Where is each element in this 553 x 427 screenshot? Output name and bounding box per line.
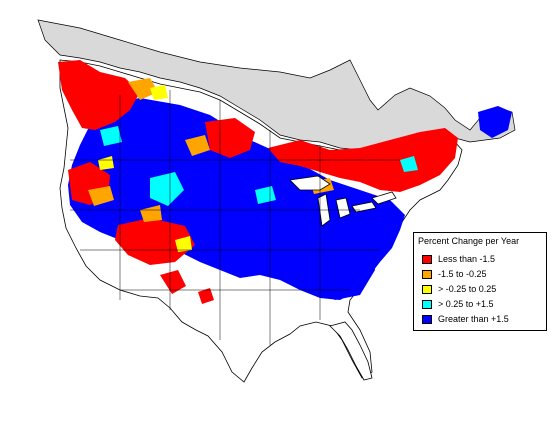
- legend-label: Less than -1.5: [438, 254, 496, 264]
- range-red-northwest: [58, 60, 140, 130]
- range-cyan-patch-3: [255, 186, 276, 204]
- legend-swatch-yellow: [422, 284, 432, 294]
- range-red-patch-1: [160, 270, 186, 294]
- legend-label: -1.5 to -0.25: [438, 269, 487, 279]
- map-legend: Percent Change per Year Less than -1.5 -…: [413, 232, 547, 331]
- legend-swatch-orange: [422, 269, 432, 279]
- legend-title: Percent Change per Year: [418, 236, 520, 246]
- legend-swatch-red: [422, 254, 432, 264]
- range-cyan-patch-2: [100, 126, 122, 146]
- legend-swatch-cyan: [422, 299, 432, 309]
- range-blue-south: [300, 232, 375, 300]
- legend-label: > -0.25 to 0.25: [438, 284, 497, 294]
- range-orange-patch-2: [185, 135, 210, 156]
- northern-no-data-region: [37, 19, 516, 153]
- range-orange-patch-1: [128, 78, 158, 100]
- range-blue-maine: [478, 106, 512, 138]
- great-lakes: [289, 175, 397, 227]
- legend-item: Less than -1.5: [422, 253, 495, 265]
- florida: [329, 321, 373, 381]
- legend-label: > 0.25 to +1.5: [438, 299, 494, 309]
- legend-item: > -0.25 to 0.25: [422, 283, 496, 295]
- legend-item: Greater than +1.5: [422, 313, 509, 325]
- range-red-central: [205, 118, 255, 158]
- legend-item: > 0.25 to +1.5: [422, 298, 494, 310]
- boundary-lines: [70, 90, 400, 345]
- legend-swatch-blue: [422, 314, 432, 324]
- range-orange-patch-3: [88, 186, 114, 206]
- range-yellow-patch-1: [150, 85, 168, 100]
- range-cyan-patch-4: [400, 156, 418, 172]
- range-red-plains: [115, 218, 195, 265]
- range-orange-patch-5: [140, 205, 162, 222]
- range-red-patch-2: [198, 288, 214, 304]
- range-yellow-patch-3: [98, 156, 114, 170]
- range-cyan-patch-1: [150, 172, 184, 206]
- legend-label: Greater than +1.5: [438, 314, 509, 324]
- legend-item: -1.5 to -0.25: [422, 268, 487, 280]
- range-yellow-patch-2: [175, 236, 192, 252]
